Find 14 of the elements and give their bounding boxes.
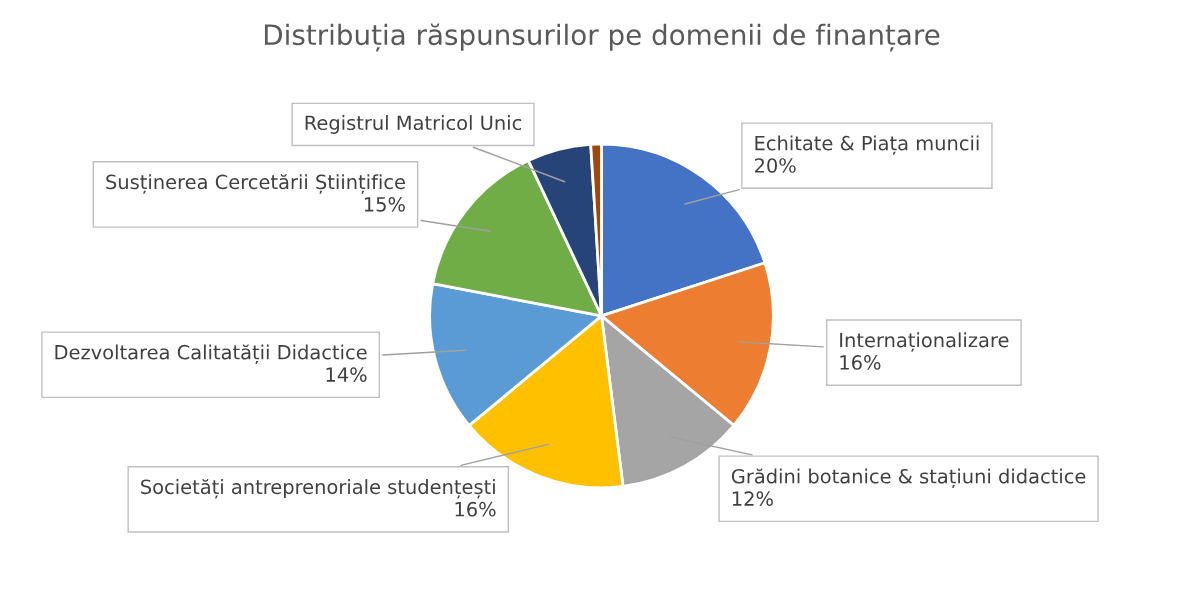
- slice-label: Dezvoltarea Calitatății Didactice: [55, 344, 367, 364]
- data-label: 14%: [326, 367, 367, 382]
- slice-label: Registrul Matricol Unic: [305, 115, 522, 134]
- data-label: 20%: [754, 158, 796, 173]
- data-label: 12%: [732, 491, 773, 506]
- slice-label: Echitate & Piața muncii: [755, 135, 979, 155]
- slice-label: Susținerea Cercetării Științifice: [106, 174, 405, 194]
- data-label: 15%: [364, 196, 405, 212]
- slice-label: Internaționalizare: [840, 332, 1009, 352]
- data-label: 16%: [840, 355, 881, 370]
- slice-label: Societăți antreprenoriale studențești: [141, 479, 495, 499]
- slice-label: Grădini botanice & stațiuni didactice: [731, 468, 1086, 488]
- data-label: 16%: [455, 501, 496, 517]
- chart-title: Distribuția răspunsurilor pe domenii de finanțare: [264, 23, 940, 52]
